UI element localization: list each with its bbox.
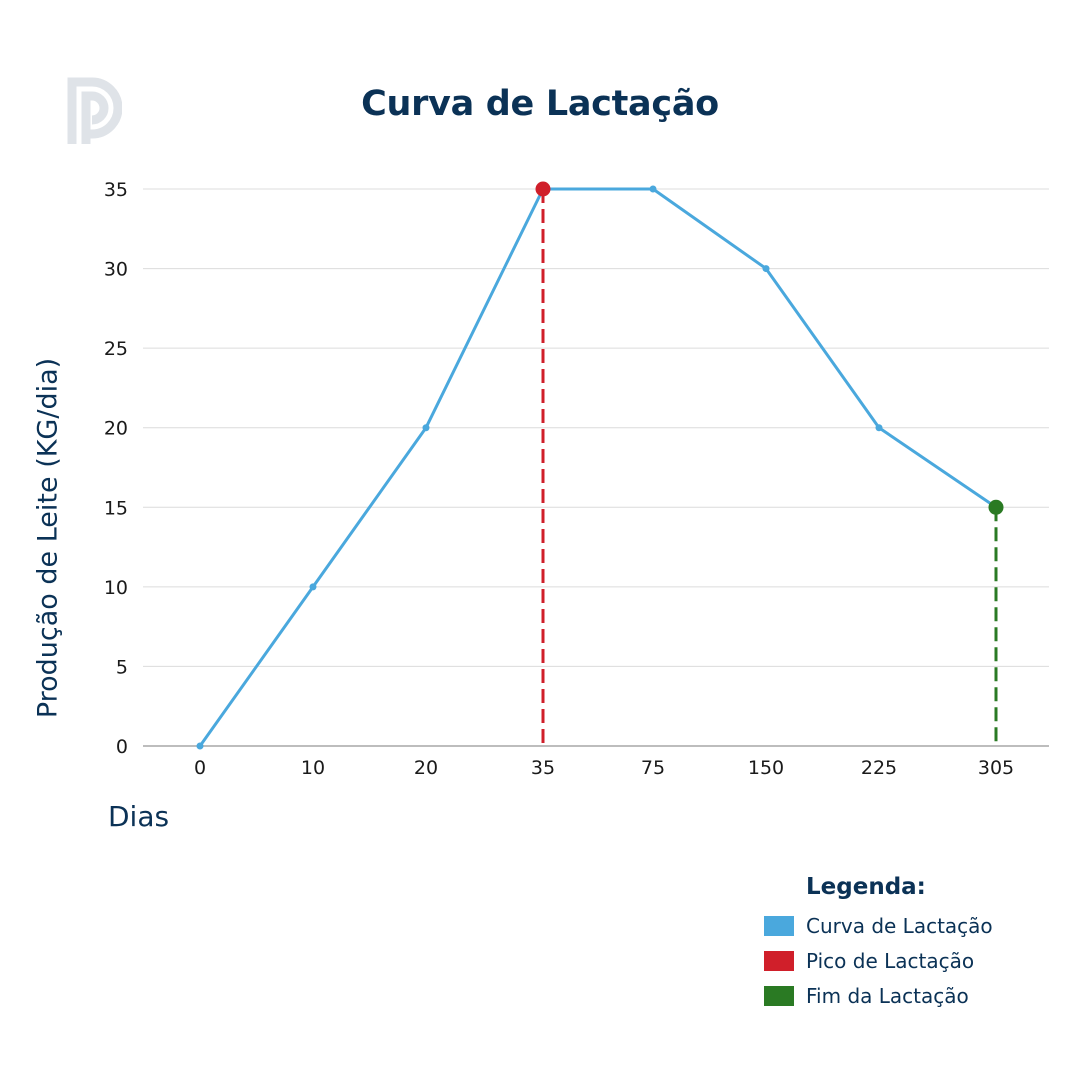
legend-label: Pico de Lactação xyxy=(806,948,975,973)
y-tick-label: 5 xyxy=(116,656,128,678)
x-tick-label: 150 xyxy=(748,757,784,779)
y-tick-label: 20 xyxy=(104,418,128,440)
x-tick-label: 225 xyxy=(861,757,897,779)
annotation-marker xyxy=(535,181,551,197)
data-point xyxy=(422,424,430,432)
x-tick-label: 75 xyxy=(641,757,665,779)
data-point xyxy=(196,742,204,750)
logo-icon xyxy=(62,72,123,146)
legend-swatch-end xyxy=(764,985,794,1006)
legend-label: Fim da Lactação xyxy=(806,983,969,1008)
data-point xyxy=(762,265,770,273)
x-tick-label: 305 xyxy=(978,757,1014,779)
data-point xyxy=(649,185,657,193)
legend-item-end: Fim da Lactação xyxy=(764,978,993,1013)
x-tick-label: 35 xyxy=(531,757,555,779)
x-tick-label: 20 xyxy=(414,757,438,779)
legend-item-curve: Curva de Lactação xyxy=(764,908,993,943)
series-line xyxy=(198,187,997,747)
y-tick-label: 30 xyxy=(104,259,128,281)
x-axis-label: Dias xyxy=(108,800,170,833)
y-axis-label: Produção de Leite (KG/dia) xyxy=(32,357,64,719)
data-point xyxy=(309,583,317,591)
annotation-marker xyxy=(988,499,1004,515)
x-tick-label: 0 xyxy=(194,757,206,779)
y-tick-label: 15 xyxy=(104,497,128,519)
legend-label: Curva de Lactação xyxy=(806,913,993,938)
y-tick-label: 35 xyxy=(104,179,128,201)
legend-item-peak: Pico de Lactação xyxy=(764,943,993,978)
y-tick-label: 25 xyxy=(104,338,128,360)
legend-title: Legenda: xyxy=(806,874,926,900)
y-tick-label: 0 xyxy=(116,736,128,758)
x-tick-label: 10 xyxy=(301,757,325,779)
data-point xyxy=(875,424,883,432)
legend: Legenda: Curva de Lactação Pico de Lacta… xyxy=(764,874,993,1013)
legend-swatch-curve xyxy=(764,915,794,936)
y-tick-label: 10 xyxy=(104,577,128,599)
chart-title: Curva de Lactação xyxy=(361,84,719,124)
legend-swatch-peak xyxy=(764,950,794,971)
